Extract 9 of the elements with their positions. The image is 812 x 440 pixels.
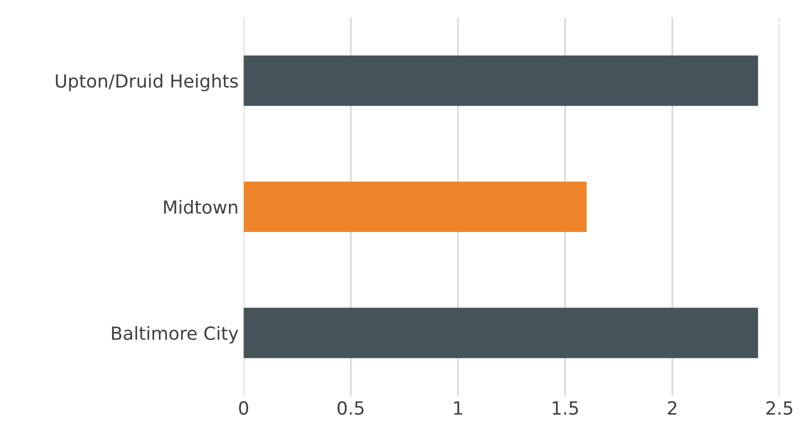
y-tick-label: Midtown bbox=[164, 200, 238, 214]
x-tick-label: 0 bbox=[239, 401, 248, 415]
x-tick-label: 2.5 bbox=[766, 401, 792, 415]
x-tick-label: 0.5 bbox=[338, 401, 364, 415]
y-tick-label: Upton/Druid Heights bbox=[56, 74, 238, 92]
x-tick-label: 1 bbox=[454, 401, 462, 415]
x-tick-label: 1.5 bbox=[552, 401, 578, 415]
y-tick-label: Baltimore City bbox=[112, 326, 238, 344]
x-tick-label: 2 bbox=[668, 401, 676, 415]
